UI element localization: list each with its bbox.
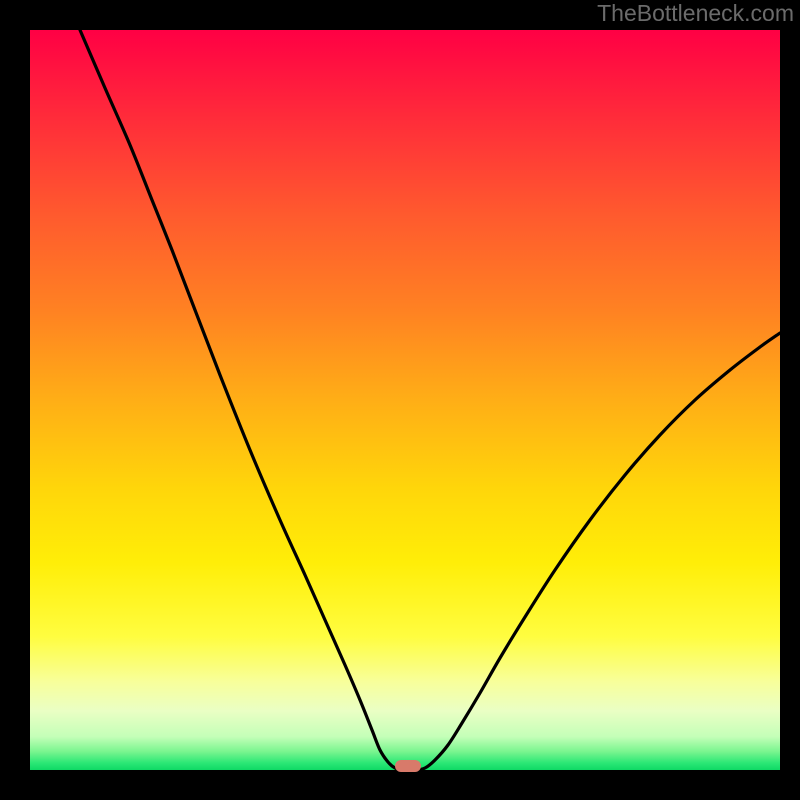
bottleneck-chart: [0, 0, 800, 800]
watermark-text: TheBottleneck.com: [597, 0, 794, 27]
chart-gradient-background: [30, 30, 780, 770]
optimal-marker: [395, 760, 421, 772]
